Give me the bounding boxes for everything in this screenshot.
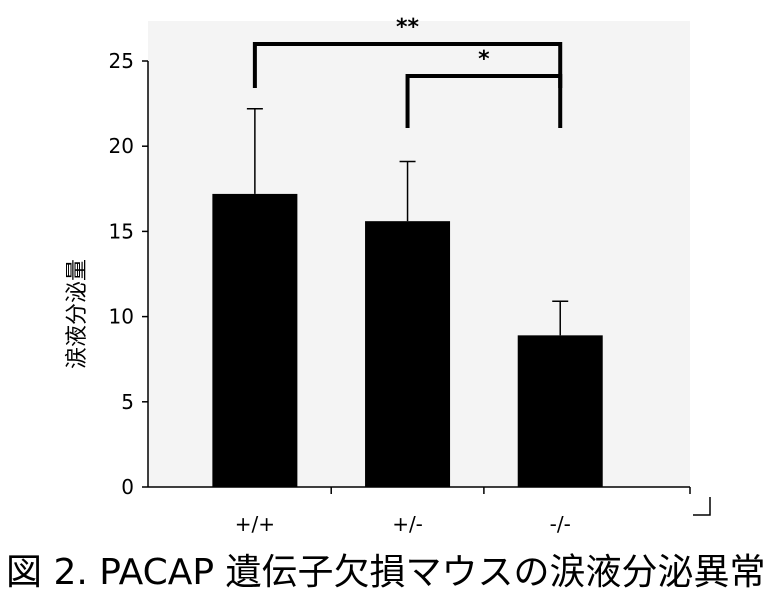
figure-caption: 図 2. PACAP 遺伝子欠損マウスの涙液分泌異常: [6, 552, 763, 593]
corner-mark: [693, 497, 711, 516]
y-axis-label: 涙液分泌量: [65, 259, 90, 369]
bar-chart: 0 5 10 15 20 25 涙液分泌量 +/+ +/- -/- ** *: [65, 15, 711, 536]
y-tick-label: 5: [121, 390, 134, 414]
significance-bracket: [252, 42, 563, 88]
significance-label: **: [396, 15, 420, 40]
y-tick-label: 25: [109, 49, 134, 73]
bar: [365, 221, 451, 487]
x-tick-label: +/-: [392, 512, 423, 536]
bar: [517, 335, 603, 487]
y-tick-label: 0: [121, 475, 134, 499]
x-tick-label: -/-: [550, 512, 571, 536]
y-tick-label: 20: [109, 134, 134, 158]
x-tick-label: +/+: [235, 512, 275, 536]
y-tick-label: 10: [109, 305, 134, 329]
y-tick-label: 15: [109, 219, 134, 243]
significance-label: *: [478, 47, 490, 72]
bar: [212, 193, 298, 488]
significance-bracket: [405, 74, 563, 128]
